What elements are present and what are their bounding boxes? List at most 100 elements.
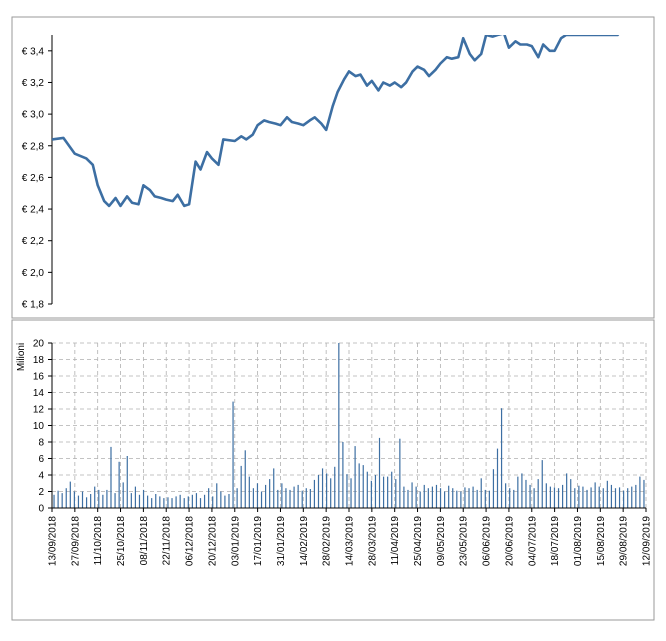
- volume-bar: [236, 488, 238, 508]
- price-point: [450, 57, 453, 60]
- volume-bar: [260, 491, 263, 508]
- price-point: [491, 35, 494, 38]
- volume-bar: [610, 484, 613, 508]
- volume-x-tick-label: 14/03/2019: [345, 516, 356, 566]
- volume-bar: [305, 488, 307, 508]
- price-point: [343, 78, 345, 81]
- price-point: [142, 184, 145, 187]
- volume-bar: [631, 486, 633, 508]
- volume-bar: [142, 489, 145, 508]
- price-point: [188, 203, 191, 206]
- price-point: [171, 200, 174, 203]
- volume-y-tick-label: 10: [33, 421, 45, 432]
- volume-bar: [623, 490, 625, 508]
- volume-x-tick-label: 04/07/2019: [527, 516, 538, 566]
- price-point: [508, 46, 510, 49]
- volume-bar: [468, 488, 470, 508]
- volume-bar: [155, 494, 157, 508]
- price-point: [325, 129, 328, 131]
- volume-y-tick-label: 18: [33, 355, 45, 366]
- price-point: [594, 35, 597, 36]
- price-point: [245, 138, 248, 141]
- volume-bar: [460, 491, 462, 508]
- volume-bar: [557, 488, 560, 508]
- volume-x-tick-label: 25/04/2019: [413, 516, 424, 566]
- price-point: [52, 138, 53, 141]
- price-point: [446, 56, 448, 59]
- volume-bar: [159, 496, 161, 508]
- price-point: [222, 138, 225, 141]
- volume-bar: [232, 401, 234, 508]
- volume-bar: [537, 479, 539, 508]
- volume-bar: [248, 476, 250, 508]
- volume-y-tick-label: 16: [33, 372, 45, 383]
- volume-bar: [395, 479, 397, 508]
- volume-bar: [330, 478, 332, 508]
- price-point: [176, 193, 179, 196]
- volume-y-tick-label: 12: [33, 405, 45, 416]
- price-point: [149, 189, 151, 192]
- volume-x-tick-label: 06/12/2018: [185, 516, 196, 566]
- volume-bar: [81, 491, 84, 508]
- volume-bar: [639, 476, 641, 508]
- volume-bar: [102, 494, 104, 508]
- volume-bar: [517, 476, 519, 508]
- volume-bar: [456, 490, 458, 508]
- volume-bar: [338, 343, 340, 508]
- price-point: [588, 35, 590, 36]
- price-y-tick-label: € 3,2: [22, 78, 45, 89]
- volume-y-tick-label: 14: [33, 388, 45, 399]
- volume-bar: [350, 478, 352, 508]
- volume-bar: [187, 496, 189, 508]
- price-point: [103, 200, 106, 203]
- volume-bar: [521, 473, 523, 508]
- price-point: [348, 70, 350, 73]
- volume-bar: [594, 482, 596, 508]
- volume-bar: [220, 491, 222, 508]
- volume-bar: [403, 486, 405, 508]
- price-y-tick-label: € 1,8: [22, 300, 45, 311]
- volume-bar: [435, 484, 438, 508]
- volume-bar: [106, 489, 108, 508]
- volume-bar: [370, 480, 372, 508]
- volume-bar: [541, 460, 543, 508]
- volume-x-tick-label: 31/01/2019: [276, 516, 287, 566]
- volume-bar: [378, 437, 381, 508]
- volume-bar: [423, 484, 425, 508]
- volume-bar: [431, 486, 433, 508]
- volume-y-tick-label: 4: [38, 471, 44, 482]
- volume-y-tick-label: 6: [38, 454, 44, 465]
- volume-bar: [61, 493, 63, 508]
- volume-bar: [472, 486, 474, 508]
- price-point: [217, 163, 220, 166]
- volume-bar: [606, 480, 608, 508]
- volume-bar: [277, 489, 279, 508]
- volume-bar: [570, 479, 572, 508]
- price-point: [548, 49, 551, 52]
- price-point: [473, 59, 476, 62]
- price-point: [583, 35, 585, 36]
- price-point: [400, 86, 403, 89]
- price-point: [256, 124, 259, 127]
- volume-bar: [195, 493, 198, 508]
- volume-bar: [126, 456, 128, 508]
- volume-bar: [387, 476, 389, 508]
- price-point: [468, 53, 471, 55]
- price-point: [457, 56, 460, 59]
- volume-x-tick-label: 28/03/2019: [367, 516, 378, 566]
- volume-bar: [179, 494, 181, 508]
- price-panel-frame: [11, 16, 655, 319]
- price-point: [526, 43, 528, 46]
- volume-bar: [505, 483, 507, 509]
- price-point: [108, 205, 110, 207]
- price-point: [251, 133, 254, 136]
- volume-bar: [492, 469, 495, 508]
- volume-bar: [444, 491, 446, 508]
- price-point: [291, 121, 293, 123]
- price-point: [617, 35, 620, 36]
- volume-x-tick-label: 11/04/2019: [390, 516, 401, 566]
- volume-bar: [208, 488, 210, 508]
- volume-x-tick-label: 23/05/2019: [459, 516, 470, 566]
